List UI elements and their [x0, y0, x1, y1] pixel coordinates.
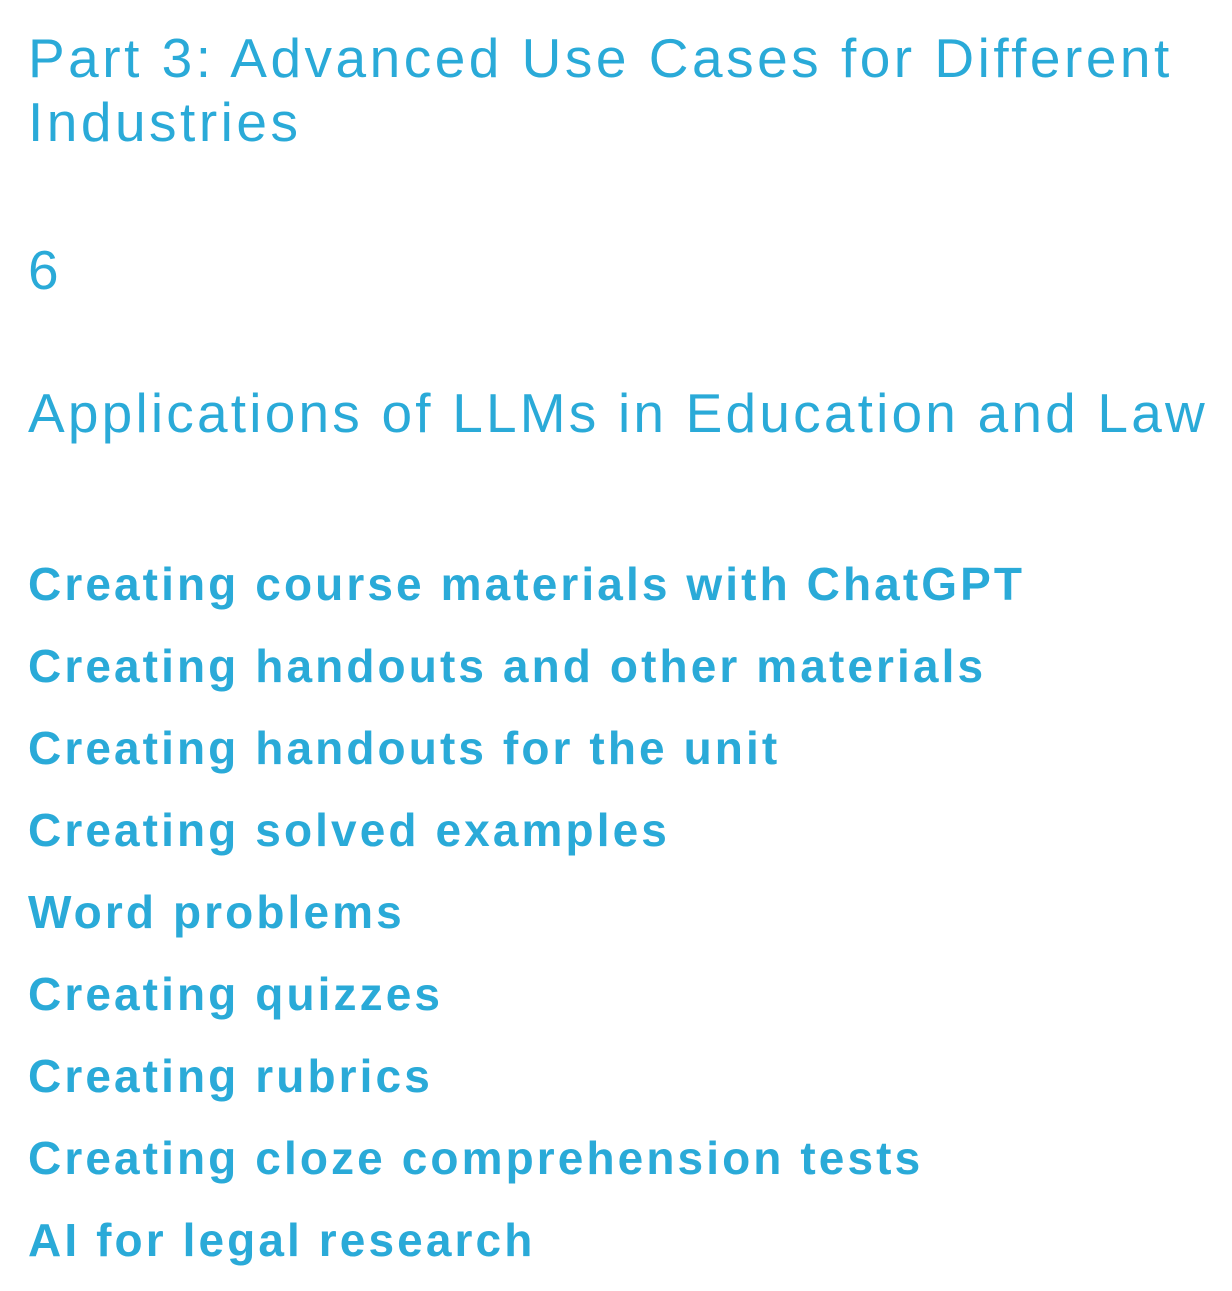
chapter-title: Applications of LLMs in Education and La…: [28, 382, 1208, 444]
chapter-number: 6: [28, 239, 59, 301]
section-item: Creating handouts for the unit: [28, 722, 781, 774]
section-item: AI for legal research: [28, 1214, 536, 1266]
part-title: Part 3: Advanced Use Cases for Different…: [28, 27, 1173, 153]
section-item: Creating course materials with ChatGPT: [28, 558, 1026, 610]
section-item: Word problems: [28, 886, 405, 938]
section-item: Creating solved examples: [28, 804, 670, 856]
section-list: Creating course materials with ChatGPT C…: [28, 553, 1025, 1291]
section-item: Creating quizzes: [28, 968, 444, 1020]
section-item: Creating rubrics: [28, 1050, 433, 1102]
section-item: Creating cloze comprehension tests: [28, 1132, 924, 1184]
section-item: Creating handouts and other materials: [28, 640, 987, 692]
chapter-opener-page: Part 3: Advanced Use Cases for Different…: [28, 0, 1218, 1266]
